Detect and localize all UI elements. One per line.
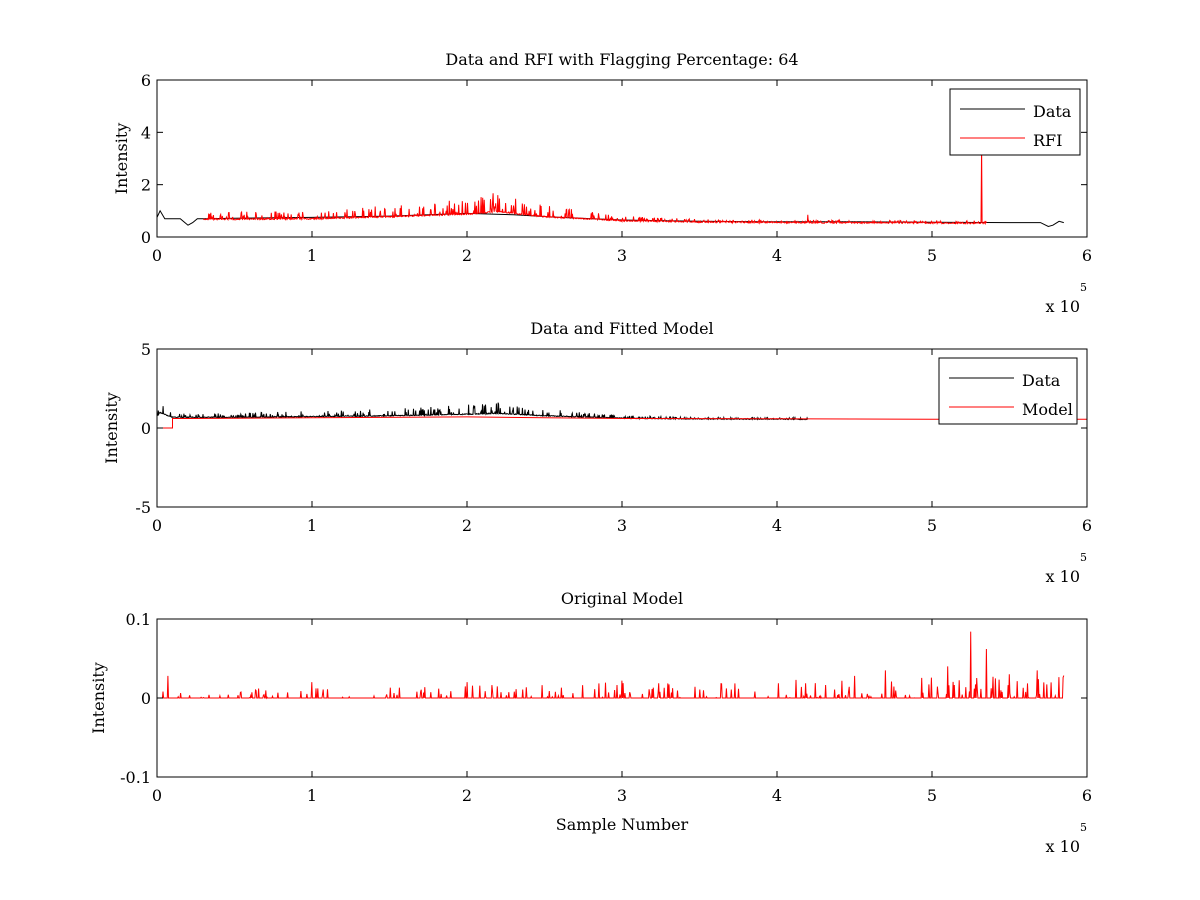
x-axis-multiplier: x 105	[1046, 551, 1087, 586]
x-tick-label: 1	[307, 786, 317, 805]
series-group	[156, 402, 1087, 429]
legend-label-model: Model	[1022, 400, 1073, 419]
subplot-1: Data and RFI with Flagging Percentage: 6…	[112, 50, 1092, 316]
y-tick-label: 0	[141, 689, 151, 708]
plot-title: Data and Fitted Model	[530, 319, 713, 338]
x-tick-label: 3	[617, 516, 627, 535]
plot-title: Original Model	[561, 589, 683, 608]
x-tick-label: 6	[1082, 786, 1092, 805]
y-tick-label: 0	[141, 419, 151, 438]
series-line-rfi	[203, 145, 987, 226]
x-axis-multiplier: x 105	[1046, 821, 1087, 856]
legend-label-rfi: RFI	[1033, 131, 1062, 150]
x-tick-label: 0	[152, 786, 162, 805]
multiplier-exponent: 5	[1080, 551, 1087, 564]
x-tick-label: 2	[462, 786, 472, 805]
y-tick-label: 6	[141, 71, 151, 90]
x-axis-multiplier: x 105	[1046, 281, 1087, 316]
y-tick-label: 0	[141, 228, 151, 247]
multiplier-base: x 10	[1046, 567, 1080, 586]
x-tick-label: 0	[152, 516, 162, 535]
y-tick-label: -5	[135, 498, 151, 517]
legend-label-data: Data	[1022, 371, 1061, 390]
multiplier-exponent: 5	[1080, 281, 1087, 294]
x-tick-label: 5	[927, 786, 937, 805]
y-tick-label: 5	[141, 340, 151, 359]
x-tick-label: 2	[462, 246, 472, 265]
x-tick-label: 4	[772, 246, 782, 265]
series-line-model	[157, 631, 1065, 700]
multiplier-exponent: 5	[1080, 821, 1087, 834]
y-axis-label: Intensity	[89, 662, 108, 734]
series-group	[156, 145, 1064, 228]
x-axis-label: Sample Number	[556, 815, 689, 834]
x-tick-label: 5	[927, 516, 937, 535]
x-tick-label: 3	[617, 786, 627, 805]
legend-box	[949, 88, 1081, 156]
series-line-model	[157, 416, 1087, 429]
x-tick-label: 0	[152, 246, 162, 265]
legend: Data RFI	[949, 88, 1081, 156]
x-tick-label: 5	[927, 246, 937, 265]
x-tick-label: 1	[307, 516, 317, 535]
x-tick-label: 6	[1082, 246, 1092, 265]
legend-label-data: Data	[1033, 102, 1072, 121]
x-tick-label: 4	[772, 516, 782, 535]
multiplier-base: x 10	[1046, 297, 1080, 316]
legend: Data Model	[938, 357, 1078, 425]
x-tick-label: 3	[617, 246, 627, 265]
y-tick-label: -0.1	[120, 768, 151, 787]
series-group	[157, 631, 1065, 700]
y-tick-label: 2	[141, 176, 151, 195]
x-tick-label: 1	[307, 246, 317, 265]
x-tick-label: 4	[772, 786, 782, 805]
plot-title: Data and RFI with Flagging Percentage: 6…	[445, 50, 798, 69]
y-axis-label: Intensity	[112, 123, 131, 195]
y-tick-label: 0.1	[126, 610, 151, 629]
x-tick-label: 2	[462, 516, 472, 535]
legend-box	[938, 357, 1078, 425]
x-tick-label: 6	[1082, 516, 1092, 535]
subplot-3: Original Model Intensity Sample Number 0 1 2 3…	[89, 589, 1092, 856]
multiplier-base: x 10	[1046, 837, 1080, 856]
y-tick-label: 4	[141, 123, 151, 142]
y-axis-label: Intensity	[102, 392, 121, 464]
